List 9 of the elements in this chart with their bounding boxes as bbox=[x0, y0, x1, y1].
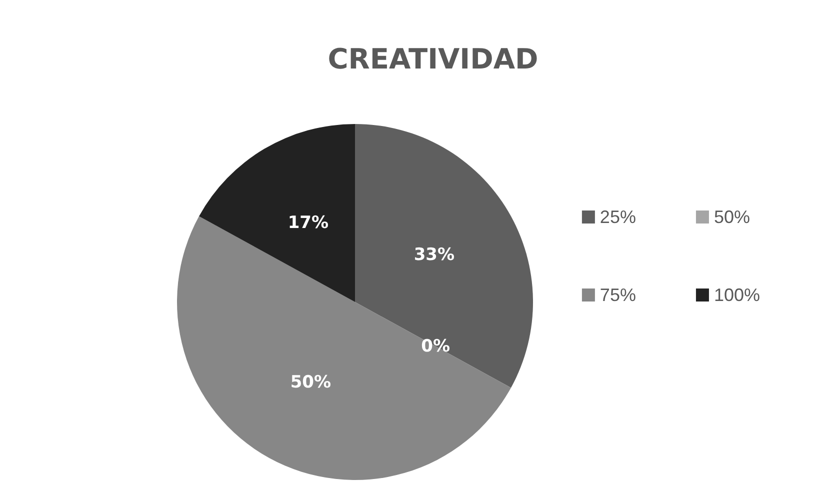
legend-label: 50% bbox=[714, 207, 750, 227]
chart-title: CREATIVIDAD bbox=[328, 42, 538, 76]
legend-label: 100% bbox=[714, 285, 760, 305]
data-label: 17% bbox=[288, 212, 329, 233]
legend-label: 75% bbox=[600, 285, 636, 305]
text: 0% bbox=[421, 336, 450, 356]
data-label: 50% bbox=[290, 372, 332, 393]
data-label: 33% bbox=[414, 245, 455, 266]
legend-label: 25% bbox=[600, 207, 636, 227]
